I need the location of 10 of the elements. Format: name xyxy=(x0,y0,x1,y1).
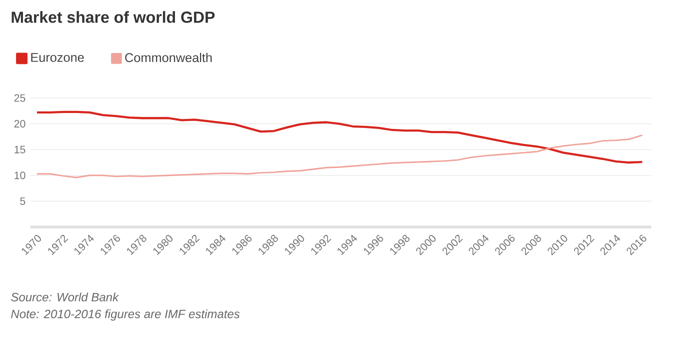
legend-label: Commonwealth xyxy=(125,52,212,62)
y-tick-label: 5 xyxy=(20,197,26,205)
text: Note: 2010-2016 figures are IMF estimates xyxy=(11,309,240,321)
y-tick-label: 10 xyxy=(14,172,26,180)
y-tick-label: 20 xyxy=(14,120,26,128)
legend-label: Eurozone xyxy=(31,53,84,62)
source-note: Source: World Bank xyxy=(11,292,120,302)
y-tick-label: 15 xyxy=(14,146,26,154)
chart-title: Market share of world GDP xyxy=(12,11,215,23)
y-tick-label: 25 xyxy=(14,94,26,102)
